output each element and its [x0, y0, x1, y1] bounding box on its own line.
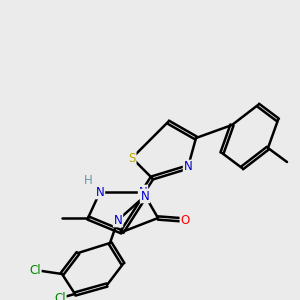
- Text: N: N: [141, 190, 149, 202]
- Text: Cl: Cl: [54, 292, 66, 300]
- Text: S: S: [128, 152, 136, 164]
- Text: H: H: [84, 173, 92, 187]
- Text: N: N: [96, 185, 104, 199]
- Text: N: N: [114, 214, 122, 226]
- Text: N: N: [184, 160, 192, 173]
- Text: N: N: [139, 185, 147, 199]
- Text: Cl: Cl: [29, 263, 41, 277]
- Text: O: O: [180, 214, 190, 226]
